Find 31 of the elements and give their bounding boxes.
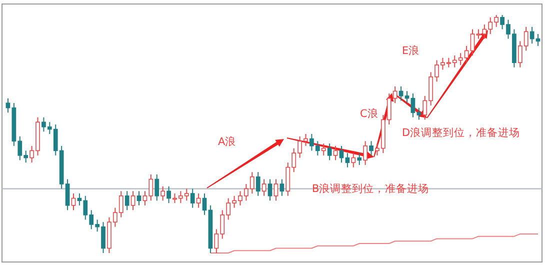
candlestick bbox=[196, 193, 201, 208]
candlestick bbox=[398, 86, 404, 102]
annotation: B浪调整到位，准备进场 bbox=[312, 182, 430, 195]
candlestick bbox=[369, 140, 374, 156]
candlestick bbox=[321, 143, 326, 156]
annotation: E浪 bbox=[402, 44, 420, 57]
candlestick bbox=[470, 28, 475, 56]
candlestick bbox=[262, 178, 266, 196]
annotation: C浪 bbox=[360, 107, 378, 120]
candlestick bbox=[160, 186, 166, 202]
candlestick bbox=[202, 193, 207, 216]
candlestick bbox=[274, 178, 278, 202]
annotation: A浪 bbox=[218, 135, 236, 148]
candlestick bbox=[327, 143, 332, 161]
candlestick bbox=[136, 190, 142, 206]
candlestick bbox=[154, 174, 160, 202]
candlestick bbox=[357, 152, 362, 166]
candlestick bbox=[404, 90, 410, 104]
candlestick bbox=[268, 178, 272, 202]
candlestick bbox=[124, 190, 130, 211]
candlestick bbox=[280, 178, 284, 196]
candlestick bbox=[351, 152, 356, 168]
candlestick bbox=[333, 145, 338, 161]
annotation: D浪调整到位，准备进场 bbox=[402, 126, 520, 139]
candlestick bbox=[256, 172, 260, 196]
candlestick bbox=[345, 152, 350, 168]
candlestick bbox=[130, 190, 136, 211]
candlestick bbox=[190, 188, 195, 208]
candlestick bbox=[363, 140, 368, 166]
candlestick bbox=[166, 186, 171, 204]
candlestick bbox=[71, 193, 76, 211]
